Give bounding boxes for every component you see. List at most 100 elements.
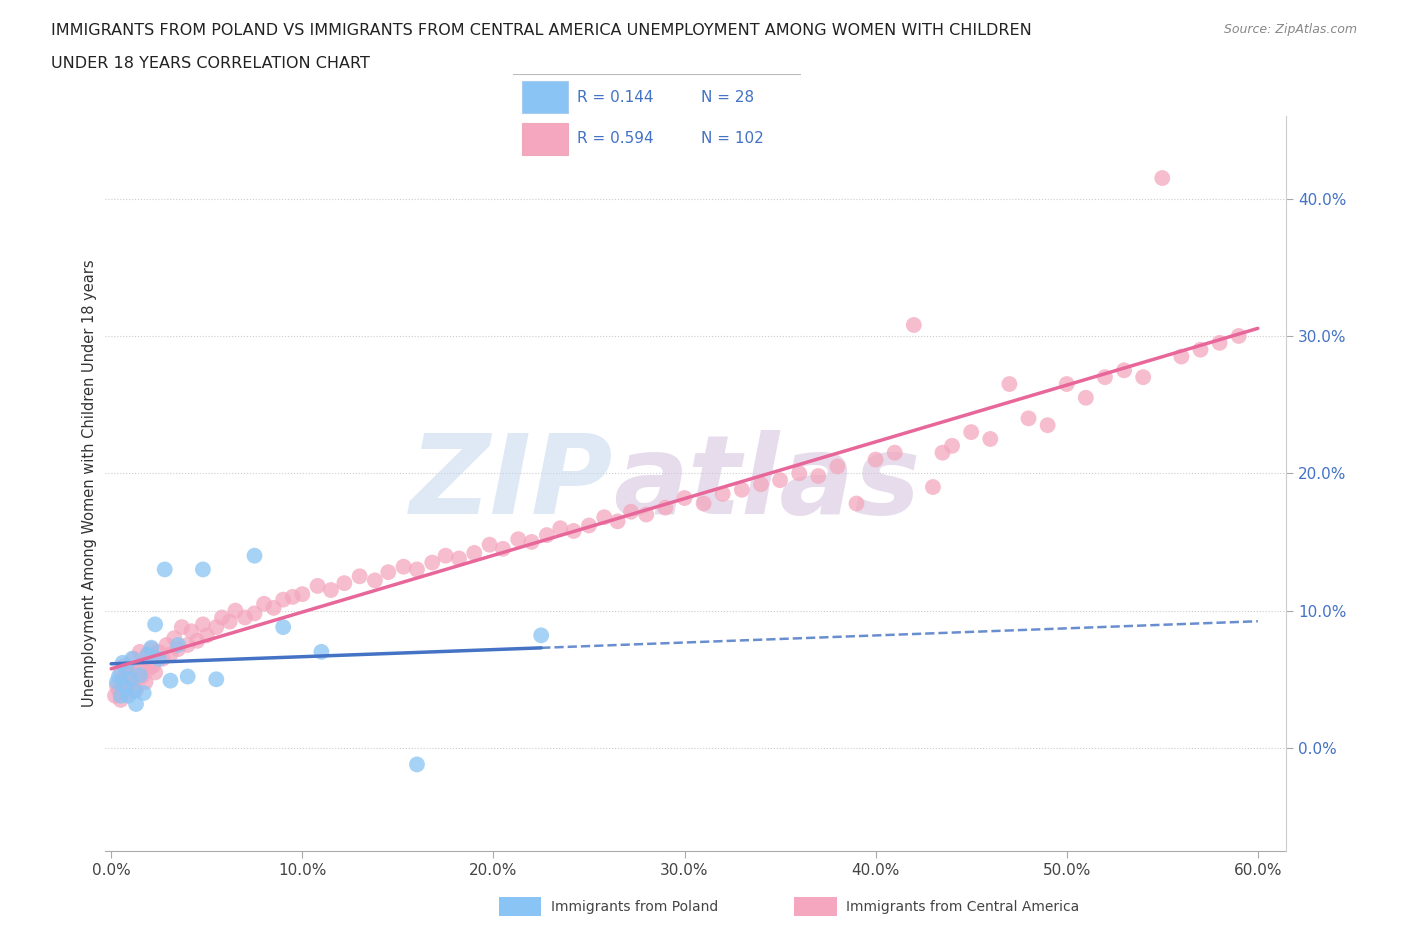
Point: [127, 661, 149, 676]
Point: [191, 617, 214, 631]
Point: [447, 551, 470, 565]
Point: [562, 524, 585, 538]
Point: [163, 631, 186, 645]
Point: [998, 377, 1021, 392]
Point: [692, 496, 714, 511]
Point: [138, 661, 160, 676]
Point: [142, 658, 165, 673]
Point: [333, 576, 356, 591]
Point: [148, 644, 170, 659]
Point: [1074, 391, 1097, 405]
Point: [654, 500, 676, 515]
Point: [979, 432, 1001, 446]
Point: [141, 642, 163, 657]
FancyBboxPatch shape: [522, 82, 568, 113]
Point: [128, 644, 150, 659]
Point: [120, 665, 142, 680]
Point: [205, 671, 228, 686]
Point: [110, 665, 132, 680]
Point: [224, 604, 246, 618]
Point: [176, 638, 198, 653]
Point: [132, 658, 155, 673]
Point: [233, 610, 256, 625]
Point: [115, 661, 138, 676]
Point: [536, 527, 558, 542]
Point: [122, 683, 145, 698]
Point: [105, 674, 128, 689]
Point: [420, 555, 443, 570]
Point: [960, 425, 983, 440]
Point: [136, 647, 159, 662]
Point: [135, 674, 157, 689]
Point: [121, 651, 143, 666]
Point: [319, 582, 342, 597]
Point: [711, 486, 734, 501]
Point: [865, 452, 887, 467]
Point: [186, 633, 208, 648]
Point: [636, 507, 658, 522]
Point: [152, 651, 174, 666]
Point: [673, 491, 696, 506]
Point: [153, 562, 176, 577]
Text: Source: ZipAtlas.com: Source: ZipAtlas.com: [1223, 23, 1357, 36]
Point: [311, 644, 333, 659]
Point: [530, 628, 553, 643]
Point: [769, 472, 792, 487]
Point: [176, 669, 198, 684]
Point: [141, 640, 163, 655]
Point: [883, 445, 905, 460]
Point: [593, 510, 616, 525]
Point: [125, 683, 148, 698]
Point: [845, 496, 868, 511]
Point: [620, 504, 643, 519]
Point: [271, 592, 294, 607]
Point: [1170, 349, 1192, 364]
Point: [548, 521, 571, 536]
Point: [114, 679, 136, 694]
Y-axis label: Unemployment Among Women with Children Under 18 years: Unemployment Among Women with Children U…: [82, 259, 97, 708]
Point: [903, 317, 925, 332]
Point: [108, 669, 131, 684]
Point: [111, 656, 134, 671]
Point: [434, 549, 457, 564]
Point: [167, 638, 190, 653]
Point: [143, 665, 166, 680]
Point: [1189, 342, 1212, 357]
Point: [211, 610, 233, 625]
Point: [406, 562, 429, 577]
Text: R = 0.594: R = 0.594: [576, 131, 654, 146]
Point: [731, 483, 754, 498]
Point: [243, 549, 266, 564]
Point: [122, 651, 145, 666]
Point: [1132, 370, 1154, 385]
Point: [406, 757, 429, 772]
Point: [1208, 336, 1230, 351]
Text: atlas: atlas: [613, 430, 921, 538]
Text: Immigrants from Poland: Immigrants from Poland: [551, 899, 718, 914]
Point: [180, 624, 202, 639]
Point: [108, 683, 131, 698]
Point: [787, 466, 810, 481]
Point: [159, 647, 181, 662]
Point: [392, 559, 415, 574]
Point: [131, 669, 153, 684]
Point: [132, 685, 155, 700]
Point: [478, 538, 501, 552]
Point: [195, 628, 218, 643]
Point: [167, 642, 190, 657]
Point: [307, 578, 329, 593]
Point: [205, 619, 228, 634]
Point: [291, 587, 314, 602]
Text: N = 28: N = 28: [700, 90, 754, 105]
Point: [143, 617, 166, 631]
Text: R = 0.144: R = 0.144: [576, 90, 654, 105]
Point: [508, 532, 530, 547]
Point: [136, 647, 159, 662]
Point: [922, 480, 945, 495]
FancyBboxPatch shape: [510, 73, 804, 164]
Text: ZIP: ZIP: [409, 430, 613, 538]
Point: [1152, 170, 1174, 185]
Point: [243, 606, 266, 621]
Point: [1036, 418, 1059, 432]
Point: [104, 688, 127, 703]
